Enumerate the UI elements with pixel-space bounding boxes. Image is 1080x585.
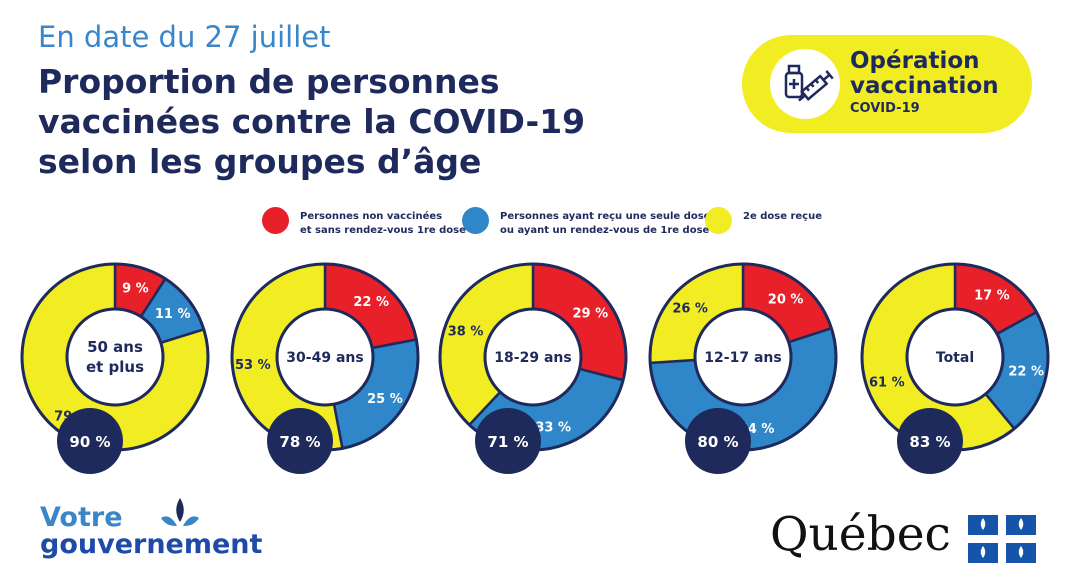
gov-line: gouvernement xyxy=(40,529,263,560)
total-label: 83 % xyxy=(909,433,950,451)
legend-swatch-red xyxy=(262,207,289,234)
donut-center xyxy=(275,307,375,407)
slice-label: 22 % xyxy=(353,295,389,310)
total-label: 78 % xyxy=(279,433,320,451)
legend-label: 2e dose reçue xyxy=(743,210,953,224)
slice-label: 9 % xyxy=(122,281,149,296)
votre-gouvernement-logo: Votre gouvernement xyxy=(40,502,263,560)
fleur-de-lis-icon xyxy=(161,498,199,526)
slice-label: 29 % xyxy=(572,307,608,322)
vaccine-syringe-icon xyxy=(770,49,840,119)
legend-line: ou ayant un rendez-vous de 1re dose xyxy=(500,225,710,236)
quebec-wordmark: Québec xyxy=(770,507,951,562)
center-label: 30-49 ans xyxy=(286,350,363,366)
total-label: 80 % xyxy=(697,433,738,451)
slice-label: 38 % xyxy=(448,324,484,339)
slice-label: 33 % xyxy=(535,421,571,436)
date-label: En date du 27 juillet xyxy=(38,20,331,54)
center-label: et plus xyxy=(86,358,144,376)
legend-line: Personnes ayant reçu une seule dose xyxy=(500,211,711,222)
slice-label: 17 % xyxy=(974,289,1010,304)
total-badge xyxy=(897,408,963,474)
gov-line: Votre xyxy=(40,502,123,533)
legend-label: Personnes ayant reçu une seule dose ou a… xyxy=(500,210,710,238)
slice-label: 61 % xyxy=(869,376,905,391)
slice-label: 22 % xyxy=(1008,365,1044,380)
page-title: Proportion de personnes vaccinées contre… xyxy=(38,62,638,182)
donut-center xyxy=(483,307,583,407)
center-label: 18-29 ans xyxy=(494,350,571,366)
slice-label: 20 % xyxy=(768,292,804,307)
donut-center xyxy=(905,307,1005,407)
total-label: 71 % xyxy=(487,433,528,451)
total-badge xyxy=(57,408,123,474)
legend-swatch-blue xyxy=(462,207,489,234)
total-badge xyxy=(685,408,751,474)
legend-line: 2e dose reçue xyxy=(743,211,823,222)
center-label: Total xyxy=(936,350,974,366)
operation-vaccination-badge: Opération vaccination COVID-19 xyxy=(742,35,1032,133)
center-label: 50 ans xyxy=(87,338,143,356)
title-line: selon les groupes d’âge xyxy=(38,142,482,181)
badge-line: COVID-19 xyxy=(850,101,920,116)
slice-label: 53 % xyxy=(235,358,271,373)
donut-center xyxy=(693,307,793,407)
slice-label: 11 % xyxy=(155,307,191,322)
title-line: Proportion de personnes xyxy=(38,62,500,101)
legend-swatch-yellow xyxy=(705,207,732,234)
legend-line: Personnes non vaccinées xyxy=(300,211,443,222)
title-line: vaccinées contre la COVID-19 xyxy=(38,102,586,141)
slice-label: 26 % xyxy=(672,301,708,316)
center-label: 12-17 ans xyxy=(704,350,781,366)
badge-text: Opération vaccination COVID-19 xyxy=(850,49,999,119)
slice-label: 25 % xyxy=(367,392,403,407)
legend-line: et sans rendez-vous 1re dose xyxy=(300,225,466,236)
legend-label: Personnes non vaccinées et sans rendez-v… xyxy=(300,210,510,238)
total-badge xyxy=(267,408,333,474)
quebec-flag-icon xyxy=(968,515,1036,563)
badge-line: vaccination xyxy=(850,73,999,99)
total-label: 90 % xyxy=(69,433,110,451)
donut-center xyxy=(65,307,165,407)
total-badge xyxy=(475,408,541,474)
badge-line: Opération xyxy=(850,48,980,74)
